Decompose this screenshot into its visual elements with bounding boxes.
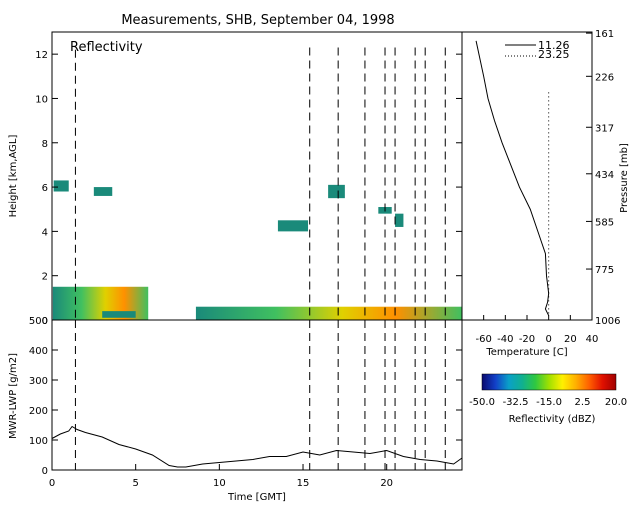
lwp-axes-frame	[51, 319, 463, 471]
lwp-y-tick-label: 200	[29, 406, 48, 417]
reflectivity-dashed-lines	[74, 47, 446, 320]
time-tick-label: 5	[132, 478, 138, 489]
lwp-line	[51, 425, 463, 468]
height-tick-label: 12	[35, 50, 48, 61]
temperature-x-axis-label: Temperature [C]	[485, 347, 567, 358]
reflectivity-echoes	[52, 180, 462, 320]
pressure-tick-label: 1006	[595, 316, 620, 327]
colorbar-tick-label: -50.0	[469, 397, 495, 408]
lwp-series	[51, 425, 463, 468]
lwp-y-axis-label: MWR-LWP [g/m2]	[8, 353, 19, 439]
colorbar: -50.0 -32.5 -15.0 2.5 20.0 Reflectivity (dBZ…	[469, 373, 627, 425]
colorbar-tick-label: 2.5	[575, 397, 591, 408]
lwp-y-tick-label: 0	[42, 466, 48, 477]
time-tick-label: 15	[297, 478, 310, 489]
height-tick-label: 6	[42, 183, 48, 194]
echo-region-2	[195, 306, 462, 320]
colorbar-tick-label: 20.0	[605, 397, 627, 408]
temperature-tick-label: -40	[497, 334, 513, 345]
colorbar-ticks: -50.0 -32.5 -15.0 2.5 20.0	[469, 397, 627, 408]
lwp-y-tick-label: 100	[29, 436, 48, 447]
echo-region-8	[395, 213, 404, 227]
height-tick-label: 2	[42, 272, 48, 283]
time-x-axis-label: Time [GMT]	[227, 492, 286, 503]
figure-title: Measurements, SHB, September 04, 1998	[121, 13, 394, 28]
reflectivity-panel-label: Reflectivity	[70, 40, 143, 55]
height-tick-label: 10	[35, 94, 48, 105]
pressure-axis-label: Pressure [mb]	[619, 143, 630, 213]
temperature-series-0	[475, 40, 550, 316]
reflectivity-y-axis-label: Height [km,AGL]	[8, 135, 19, 218]
lwp-y-tick-label: 300	[29, 376, 48, 387]
temperature-series	[475, 40, 550, 316]
height-tick-label: 4	[42, 227, 48, 238]
lwp-y-tick-label: 500	[29, 316, 48, 327]
lwp-y-tick-label: 400	[29, 346, 48, 357]
height-tick-label: 8	[42, 139, 48, 150]
colorbar-label: Reflectivity (dBZ)	[509, 414, 596, 425]
time-tick-label: 10	[213, 478, 226, 489]
lwp-dashed-lines	[74, 320, 446, 470]
temperature-axes-frame	[461, 31, 593, 321]
pressure-tick-label: 161	[595, 29, 614, 40]
temperature-ticks: -60 -40 -20 0 20 40 1006 775 585 434 317 226 161	[475, 29, 620, 345]
temperature-tick-label: -60	[475, 334, 491, 345]
time-tick-label: 0	[49, 478, 55, 489]
colorbar-tick-label: -32.5	[503, 397, 529, 408]
reflectivity-panel: Reflectivity Height [km,AGL] 0 2 4 6 8 10 12	[8, 31, 463, 327]
echo-region-3	[53, 180, 69, 192]
pressure-tick-label: 226	[595, 72, 614, 83]
temperature-tick-label: 20	[564, 334, 577, 345]
temperature-legend: 11.26 23.25	[505, 39, 570, 61]
lwp-panel: MWR-LWP [g/m2] Time [GMT] 01002003004005…	[8, 316, 463, 503]
temperature-tick-label: -20	[519, 334, 535, 345]
pressure-tick-label: 317	[595, 123, 614, 134]
pressure-tick-label: 775	[595, 265, 614, 276]
height-tick-label: 0	[42, 316, 48, 327]
echo-region-4	[93, 187, 113, 196]
reflectivity-axes-frame	[51, 31, 463, 321]
time-tick-label: 20	[380, 478, 393, 489]
temperature-tick-label: 40	[586, 334, 599, 345]
legend-label-solid: 11.26	[538, 39, 570, 52]
legend-label-dotted: 23.25	[538, 48, 570, 61]
colorbar-tick-label: -15.0	[536, 397, 562, 408]
echo-region-5	[277, 220, 309, 232]
pressure-tick-label: 585	[595, 217, 614, 228]
temperature-panel: -60 -40 -20 0 20 40 1006 775 585 434 317 226 161 11.…	[461, 29, 630, 358]
echo-region-1	[102, 311, 136, 318]
echo-region-6	[328, 184, 345, 199]
colorbar-swatch	[481, 373, 617, 391]
pressure-tick-label: 434	[595, 170, 614, 181]
temperature-tick-label: 0	[545, 334, 551, 345]
